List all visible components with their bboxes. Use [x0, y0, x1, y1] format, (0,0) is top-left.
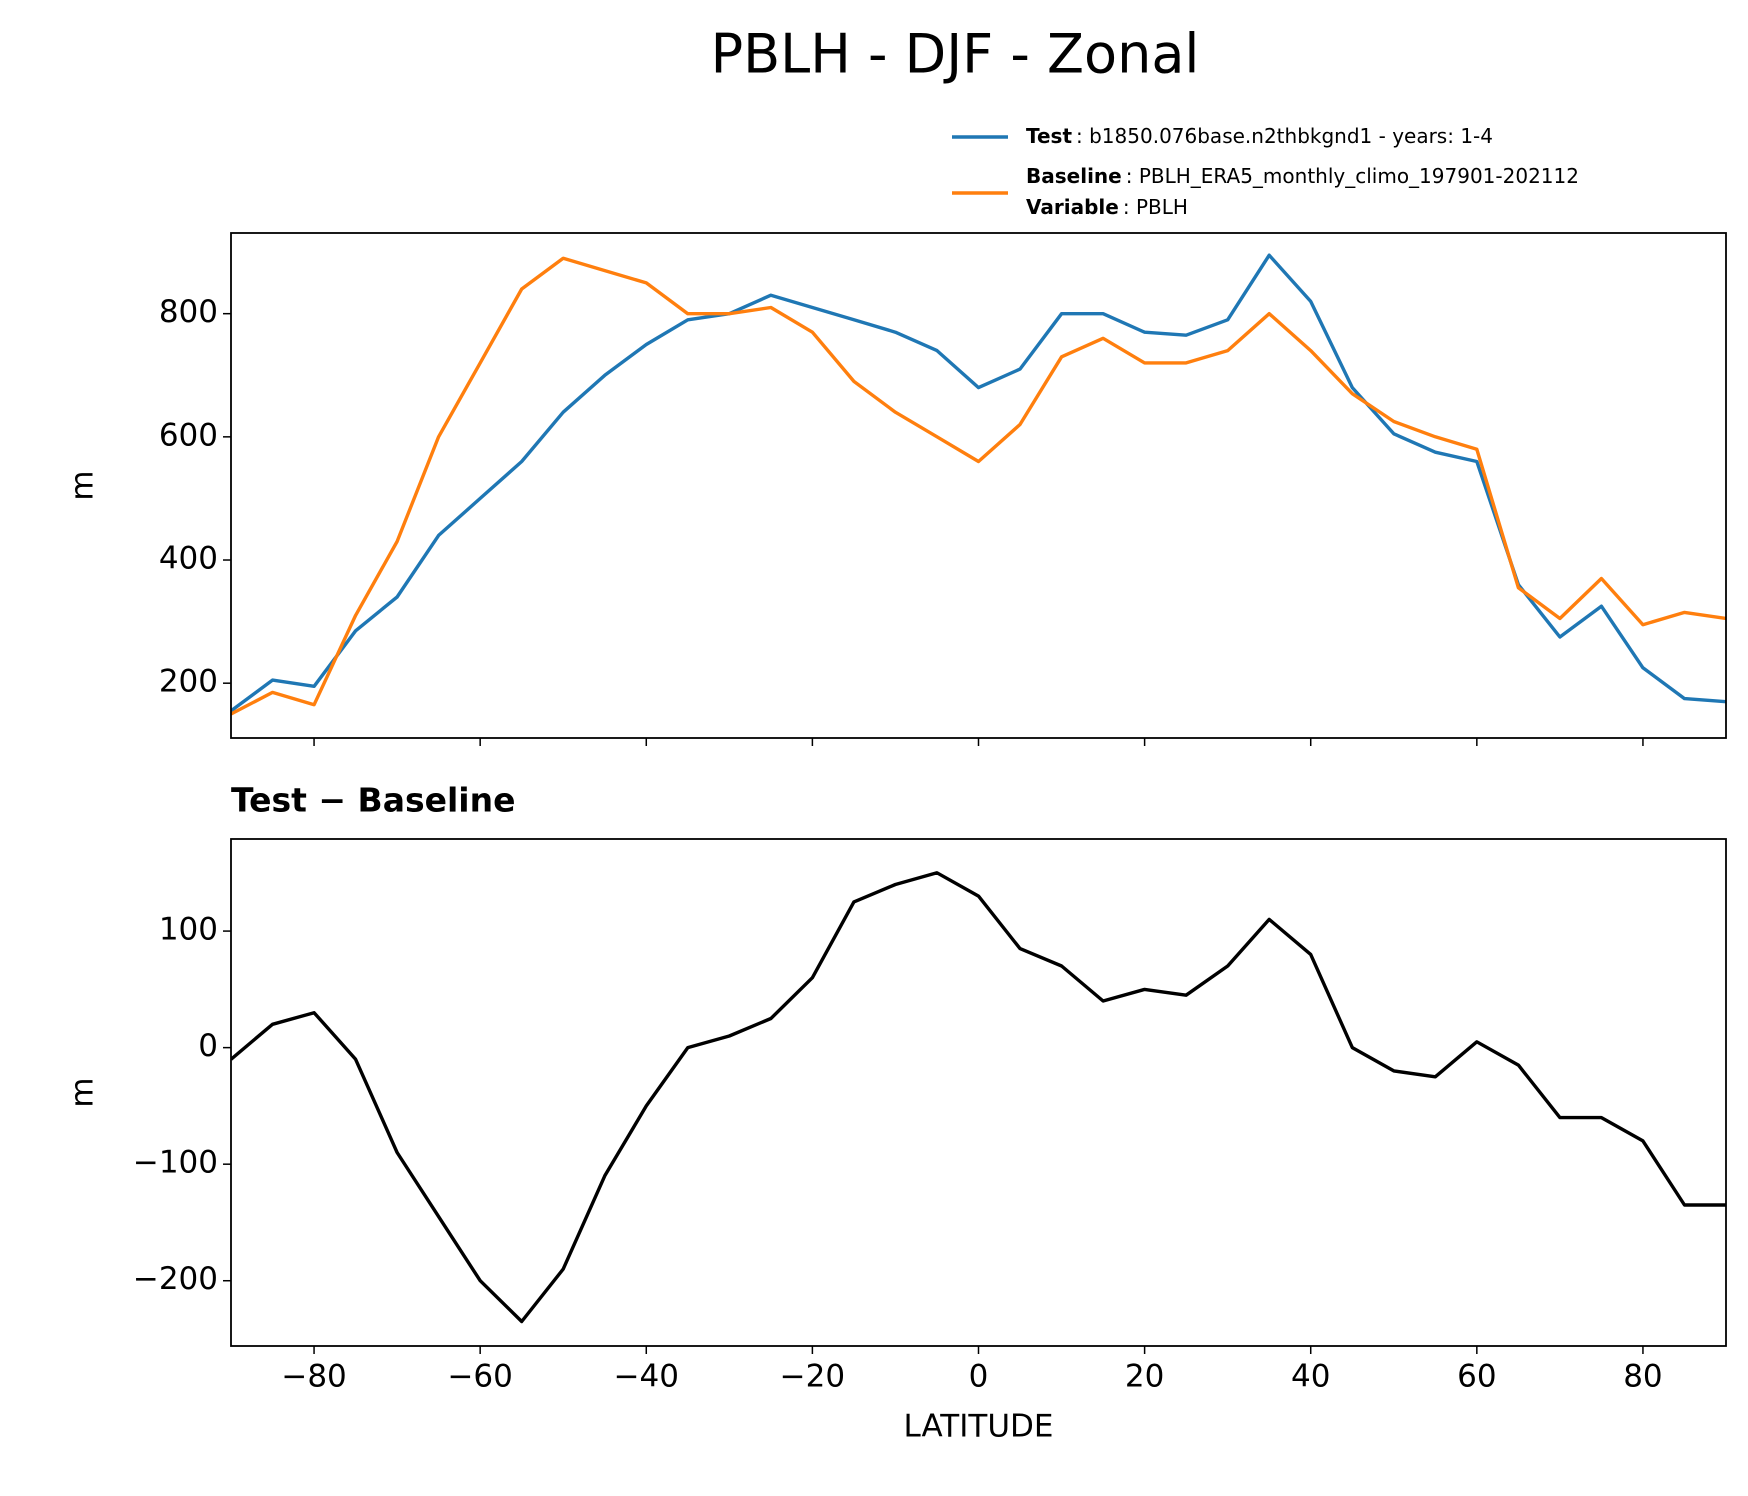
- y-tick-label: 600: [159, 417, 218, 453]
- y-tick-label: 800: [159, 294, 218, 330]
- data-line: [231, 253, 1726, 713]
- axes-title: Test − Baseline: [231, 781, 516, 820]
- plot-area: [231, 253, 1726, 716]
- x-tick-label: −80: [281, 1359, 346, 1395]
- y-tick-label: 0: [198, 1028, 218, 1064]
- figure-title: PBLH - DJF - Zonal: [711, 23, 1200, 86]
- legend-description: : PBLH_ERA5_monthly_climo_197901-202112: [1126, 164, 1579, 188]
- legend-entry: Test: b1850.076base.n2thbkgnd1 - years: …: [1026, 124, 1493, 148]
- plot-area: [231, 871, 1726, 1324]
- legend-description: : PBLH: [1123, 195, 1188, 219]
- x-tick-label: −20: [780, 1359, 845, 1395]
- legend-name: Variable: [1026, 195, 1119, 219]
- y-tick-label: 400: [159, 541, 218, 577]
- x-tick-label: 20: [1125, 1359, 1164, 1395]
- y-tick-label: −200: [133, 1261, 218, 1297]
- legend-entry: Variable: PBLH: [1026, 195, 1188, 219]
- x-tick-label: 0: [969, 1359, 989, 1395]
- legend-description: : b1850.076base.n2thbkgnd1 - years: 1-4: [1076, 124, 1493, 148]
- legend-name: Test: [1026, 124, 1072, 148]
- x-axis-label: LATITUDE: [904, 1409, 1054, 1445]
- axes-frame: [230, 232, 1727, 739]
- axes-frame: [230, 838, 1727, 1347]
- legend-name: Baseline: [1026, 164, 1122, 188]
- legend-entry: Baseline: PBLH_ERA5_monthly_climo_197901…: [1026, 164, 1579, 188]
- x-tick-label: 80: [1623, 1359, 1662, 1395]
- x-tick-label: 60: [1457, 1359, 1496, 1395]
- x-tick-label: −60: [447, 1359, 512, 1395]
- x-tick-label: 40: [1291, 1359, 1330, 1395]
- y-tick-label: 100: [159, 912, 218, 948]
- x-tick-label: −40: [614, 1359, 679, 1395]
- data-line: [231, 871, 1726, 1324]
- y-tick-label: −100: [133, 1145, 218, 1181]
- y-axis-label: m: [65, 470, 101, 500]
- y-tick-label: 200: [159, 664, 218, 700]
- data-line: [231, 256, 1726, 716]
- y-axis-label: m: [65, 1077, 101, 1107]
